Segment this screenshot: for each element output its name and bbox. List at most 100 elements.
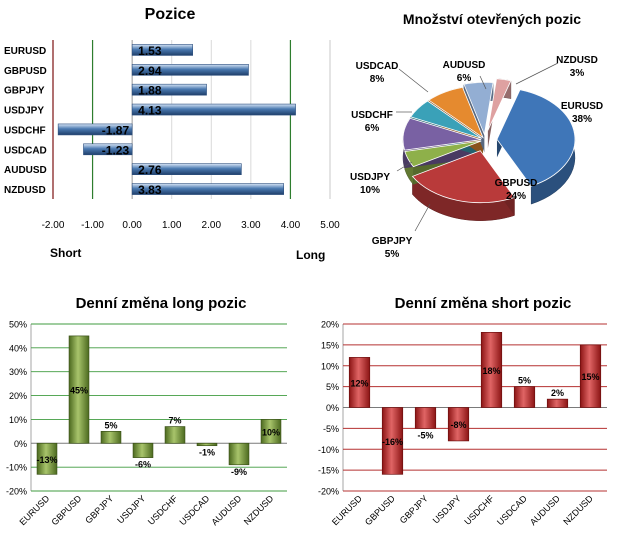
pie-slice-value-label: 38% [572, 114, 592, 125]
short-label: Short [50, 246, 82, 260]
short-change-chart-plot: -20% -15% -10% -5% 0% 5% 10% 15% 20% 12% EURUSD -16… [318, 320, 607, 527]
x-tick-label: -1.00 [81, 220, 104, 231]
pie-slice [487, 78, 512, 131]
category-label: GBPUSD [4, 66, 47, 77]
pie-slice-label: USDJPY [350, 172, 390, 183]
value-label: 2% [551, 388, 564, 398]
value-label: -6% [135, 460, 151, 470]
value-label: -5% [417, 430, 433, 440]
value-label: 4.13 [138, 104, 162, 118]
value-label: 2.76 [138, 163, 162, 177]
position-bar [131, 44, 193, 56]
category-label: GBPJPY [4, 86, 45, 97]
category-label: USDJPY [115, 493, 147, 525]
category-label: USDCAD [495, 493, 529, 527]
category-label: USDCHF [462, 493, 496, 527]
position-bar [131, 83, 207, 96]
y-tick-label: 20% [9, 391, 27, 401]
y-tick-label: 50% [9, 320, 27, 330]
category-label: GBPUSD [49, 493, 83, 527]
pie-slice-label: EURUSD [561, 101, 603, 112]
pie-slice [496, 89, 576, 187]
x-tick-label: -2.00 [42, 220, 65, 231]
value-label: -9% [231, 467, 247, 477]
position-bar [131, 183, 285, 195]
change-bar [228, 442, 250, 466]
value-label: -1% [199, 448, 215, 458]
pie-slice-label: USDCHF [351, 110, 393, 121]
pie-slice-label: AUDUSD [443, 60, 486, 71]
y-tick-label: -20% [318, 487, 339, 497]
category-label: NZDUSD [561, 493, 595, 527]
category-label: EURUSD [330, 493, 364, 527]
positions-chart-title: Pozice [144, 6, 196, 23]
category-label: AUDUSD [209, 493, 243, 527]
pie-slice-value-label: 6% [365, 123, 380, 134]
category-label: USDCHF [146, 493, 180, 527]
category-label: GBPJPY [83, 493, 115, 525]
y-tick-label: 10% [321, 361, 339, 371]
category-label: AUDUSD [528, 493, 562, 527]
value-label: 7% [168, 416, 181, 426]
position-bar [131, 64, 249, 76]
x-tick-label: 2.00 [202, 220, 222, 231]
pie-leader-line [479, 75, 487, 90]
y-tick-label: -20% [6, 487, 27, 497]
pie-chart-panel: Množství otevřených pozic EURUSD 38% GBPUS… [340, 0, 644, 280]
pie-slice-label: GBPUSD [495, 178, 538, 189]
change-bar [381, 407, 404, 475]
pie-chart-title: Množství otevřených pozic [402, 11, 582, 27]
x-tick-label: 4.00 [281, 220, 301, 231]
value-label: 3.83 [138, 183, 162, 197]
positions-chart-plot: -2.00 -1.00 0.00 1.00 2.00 3.00 4.00 5.00 EURUSD… [4, 40, 340, 231]
pie-slice [402, 117, 482, 151]
y-tick-label: 0% [326, 403, 339, 413]
change-bar [36, 442, 58, 475]
value-label: -16% [382, 437, 403, 447]
pie-slice-value-label: 24% [506, 191, 526, 202]
y-tick-label: -10% [6, 463, 27, 473]
value-label: 12% [350, 378, 368, 388]
value-label: 5% [104, 420, 117, 430]
long-change-chart-panel: Denní změna long pozic -20% -10% 0% 10% 20% 3… [0, 285, 322, 540]
category-label: AUDUSD [4, 165, 47, 176]
value-label: -8% [450, 420, 466, 430]
pie-slice [411, 150, 516, 204]
short-change-chart-panel: Denní změna short pozic -20% -15% -10% -5% 0… [318, 285, 644, 540]
y-tick-label: 10% [9, 415, 27, 425]
pie-leader-line [398, 68, 429, 93]
category-label: USDCAD [177, 493, 211, 527]
change-bar [480, 331, 503, 408]
value-label: 1.88 [138, 84, 162, 98]
y-tick-label: -15% [318, 466, 339, 476]
category-label: GBPUSD [363, 493, 397, 527]
pie-slice [410, 100, 482, 139]
pie-slice-value-label: 5% [385, 249, 400, 260]
pie-leader-line [396, 161, 413, 172]
value-label: 10% [262, 427, 280, 437]
pie-slice-value-label: 10% [360, 185, 380, 196]
pie-chart-plot: EURUSD 38% GBPUSD 24% GBPJPY 5% USDJPY 10% USDCH… [350, 55, 603, 260]
short-change-chart-title: Denní změna short pozic [394, 295, 572, 312]
change-bar [164, 426, 186, 444]
value-label: -1.23 [102, 143, 130, 157]
category-label: USDJPY [4, 106, 44, 117]
x-tick-label: 0.00 [122, 220, 142, 231]
category-label: USDJPY [431, 493, 463, 525]
x-tick-label: 1.00 [162, 220, 182, 231]
category-label: USDCHF [4, 125, 46, 136]
change-bar [260, 419, 282, 444]
value-label: 1.53 [138, 44, 162, 58]
change-bar [132, 442, 154, 458]
category-label: NZDUSD [4, 185, 46, 196]
pie-slice-label: GBPJPY [372, 236, 413, 247]
y-tick-label: -10% [318, 445, 339, 455]
pie-slice-value-label: 8% [370, 74, 385, 85]
y-tick-label: -5% [323, 424, 339, 434]
y-tick-label: 40% [9, 343, 27, 353]
position-bar [57, 123, 133, 136]
change-bar [513, 386, 536, 408]
positions-chart-panel: Pozice -2.00 -1.00 0.00 1.00 2.00 3.00 4.00 5.0… [0, 0, 340, 280]
change-bar [68, 335, 90, 444]
pie-slice-value-label: 3% [570, 68, 585, 79]
